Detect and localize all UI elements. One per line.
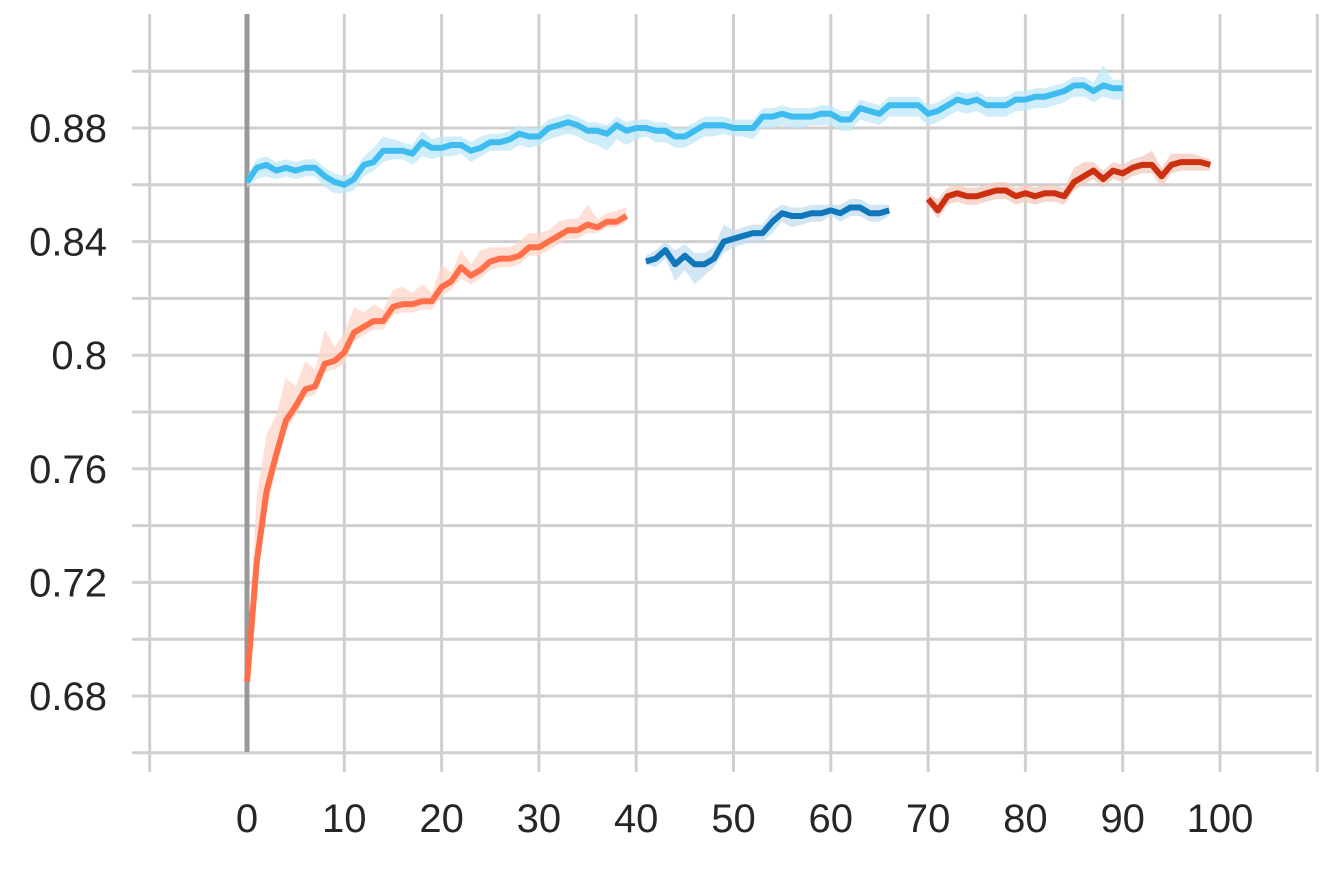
series-3-line: [244, 213, 629, 683]
x-tick-label: 30: [517, 797, 562, 841]
y-tick-label: 0.72: [29, 561, 107, 605]
y-tick-label: 0.76: [29, 448, 107, 492]
series-4-line: [925, 159, 1212, 214]
x-tick-label: 80: [1003, 797, 1048, 841]
series-3-band: [247, 204, 627, 682]
series-1-band: [247, 65, 1123, 194]
x-tick-label: 100: [1187, 797, 1254, 841]
x-axis-ticks: 0 10 20 30 40 50 60 70 80 90 100: [236, 797, 1254, 841]
x-tick-label: 40: [614, 797, 659, 841]
confidence-bands: [247, 65, 1211, 682]
series-lines: [244, 82, 1212, 683]
grid: [132, 14, 1319, 772]
y-tick-label: 0.84: [29, 221, 107, 265]
x-tick-label: 60: [809, 797, 854, 841]
y-tick-label: 0.88: [29, 107, 107, 151]
x-tick-label: 50: [711, 797, 756, 841]
x-tick-label: 0: [236, 797, 258, 841]
x-tick-label: 70: [906, 797, 951, 841]
y-tick-label: 0.8: [51, 334, 107, 378]
x-tick-label: 10: [322, 797, 367, 841]
series-1-line: [244, 82, 1123, 188]
x-tick-label: 20: [419, 797, 464, 841]
series-2-line: [645, 204, 891, 268]
y-axis-ticks: 0.68 0.72 0.76 0.8 0.84 0.88: [29, 107, 107, 719]
y-tick-label: 0.68: [29, 675, 107, 719]
x-tick-label: 90: [1100, 797, 1145, 841]
